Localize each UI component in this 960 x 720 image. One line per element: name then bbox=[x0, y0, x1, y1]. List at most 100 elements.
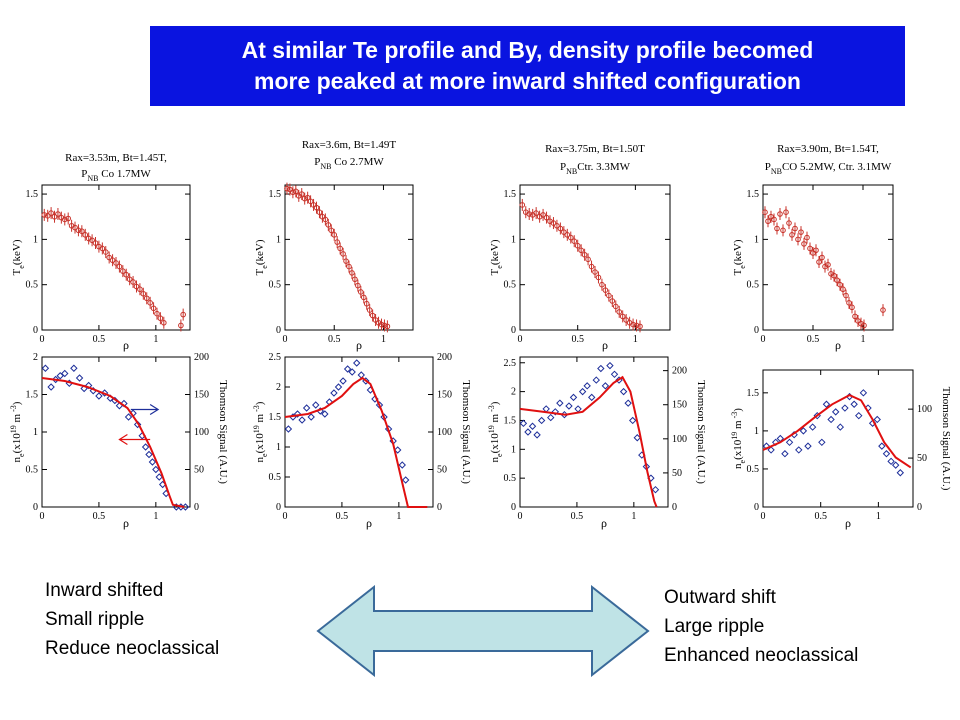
te-point-5 bbox=[533, 210, 539, 216]
title-banner: At similar Te profile and By, density pr… bbox=[150, 26, 905, 106]
y2-tick-label: 100 bbox=[672, 434, 687, 445]
ne-point-9 bbox=[321, 410, 329, 418]
y-tick-label: 1.5 bbox=[269, 189, 282, 200]
te-point-14 bbox=[801, 241, 807, 247]
plot-frame bbox=[41, 356, 191, 508]
panel-header-line2: PNB Co 2.7MW bbox=[314, 156, 384, 171]
ne-point-28 bbox=[887, 457, 895, 466]
te-point-21 bbox=[109, 257, 116, 264]
te-point-24 bbox=[831, 272, 837, 279]
ne-point-9 bbox=[556, 399, 564, 407]
ne-point-20 bbox=[606, 361, 614, 370]
fit-line bbox=[762, 393, 912, 469]
te-point-32 bbox=[147, 300, 153, 306]
y2-axis-label: Thomson Signal (A.U.) bbox=[695, 380, 707, 484]
x-axis-label: ρ bbox=[602, 338, 608, 352]
te-point-18 bbox=[99, 245, 106, 252]
ne-point-15 bbox=[348, 368, 356, 376]
title-line-1: At similar Te profile and By, density pr… bbox=[241, 37, 814, 63]
ne-point-25 bbox=[873, 415, 881, 424]
y2-axis-label: Thomson Signal (A.U.) bbox=[217, 380, 229, 484]
te-point-2 bbox=[765, 218, 771, 225]
x-axis-label: ρ bbox=[356, 338, 362, 352]
te-point-9 bbox=[307, 198, 314, 205]
te-point-25 bbox=[355, 282, 361, 289]
te-point-8 bbox=[65, 215, 71, 222]
fit-line bbox=[519, 375, 658, 508]
y-tick-label: 2 bbox=[33, 352, 38, 363]
te-point-21 bbox=[588, 263, 595, 270]
te-point-7 bbox=[780, 227, 786, 234]
right-notes: Outward shift Large ripple Enhanced neoc… bbox=[664, 583, 858, 670]
y-tick-label: 0 bbox=[33, 325, 38, 336]
y-tick-label: 1 bbox=[276, 234, 281, 245]
te-point-12 bbox=[795, 236, 801, 243]
te-point-33 bbox=[150, 305, 157, 312]
te-point-20 bbox=[340, 251, 346, 257]
x-axis-label: ρ bbox=[366, 516, 372, 530]
y-tick-label: 0 bbox=[511, 502, 516, 513]
te-point-8 bbox=[783, 209, 789, 215]
right-note-3: Enhanced neoclassical bbox=[664, 645, 859, 666]
te-point-16 bbox=[807, 245, 813, 252]
y-tick-label: 1 bbox=[511, 234, 516, 245]
ne-point-11 bbox=[808, 423, 817, 431]
y-tick-label: 0.5 bbox=[269, 472, 282, 483]
ne-point-17 bbox=[357, 371, 365, 379]
te-point-15 bbox=[804, 234, 810, 241]
plot-frame bbox=[762, 184, 894, 331]
y-tick-label: 0.5 bbox=[504, 473, 517, 484]
x-tick-label: 0.5 bbox=[807, 334, 820, 345]
x-tick-label: 0.5 bbox=[93, 511, 106, 522]
te-panel-4: 0 0.5 1 0 0.5 1 1.5 ρ Te(keV) Rax=3.90m, Bt=1.54T… bbox=[732, 143, 894, 352]
te-point-27 bbox=[130, 279, 136, 285]
y-tick-label: 1.5 bbox=[26, 189, 39, 200]
y2-tick-label: 200 bbox=[194, 352, 209, 363]
te-point-14 bbox=[564, 232, 571, 238]
te-point-28 bbox=[612, 303, 619, 310]
te-point-30 bbox=[849, 304, 855, 311]
te-point-15 bbox=[325, 222, 332, 228]
ne-point-17 bbox=[836, 423, 845, 431]
te-point-18 bbox=[334, 239, 340, 245]
y-axis-label: Te(keV) bbox=[254, 239, 269, 275]
te-point-10 bbox=[789, 232, 795, 238]
te-point-27 bbox=[609, 298, 616, 304]
te-point-30 bbox=[140, 290, 147, 297]
ne-point-10 bbox=[804, 442, 812, 450]
ne-point-8 bbox=[551, 408, 559, 416]
y-tick-label: 1 bbox=[754, 426, 759, 437]
ne-point-8 bbox=[75, 374, 84, 382]
te-point-16 bbox=[571, 238, 578, 244]
y-tick-label: 1 bbox=[33, 427, 38, 438]
y-axis-label: Te(keV) bbox=[732, 239, 747, 275]
panel-header-line2: PNB Co 1.7MW bbox=[81, 168, 151, 183]
te-point-1 bbox=[284, 185, 290, 192]
y-axis-label: ne(x1019 m -3) bbox=[730, 408, 747, 469]
te-point-13 bbox=[561, 229, 567, 235]
te-point-21 bbox=[343, 258, 349, 264]
ne-point-7 bbox=[70, 364, 78, 372]
right-axis-arrow-icon bbox=[130, 403, 160, 416]
x-axis-label: ρ bbox=[601, 516, 607, 530]
fit-line bbox=[284, 376, 428, 508]
x-tick-label: 0 bbox=[761, 334, 766, 345]
plot-frame bbox=[519, 356, 669, 508]
ne-point-8 bbox=[795, 446, 803, 454]
te-point-29 bbox=[846, 300, 852, 306]
ne-point-16 bbox=[353, 359, 361, 367]
te-point-19 bbox=[816, 259, 822, 265]
te-panel-1: 0 0.5 1 0 0.5 1 1.5 ρ Te(keV) Rax=3.53m, Bt=1.45T… bbox=[11, 152, 191, 352]
ne-point-20 bbox=[133, 420, 142, 429]
ne-point-29 bbox=[891, 461, 900, 469]
y2-tick-label: 200 bbox=[672, 366, 687, 377]
plot-frame bbox=[762, 369, 914, 508]
te-point-3 bbox=[290, 189, 296, 196]
left-notes: Inward shifted Small ripple Reduce neocl… bbox=[45, 576, 219, 663]
te-point-19 bbox=[102, 249, 109, 255]
te-point-11 bbox=[313, 204, 320, 211]
ne-point-27 bbox=[401, 476, 410, 484]
te-point-29 bbox=[616, 309, 623, 315]
x-tick-label: 0 bbox=[518, 334, 523, 345]
x-axis-label: ρ bbox=[845, 516, 851, 530]
